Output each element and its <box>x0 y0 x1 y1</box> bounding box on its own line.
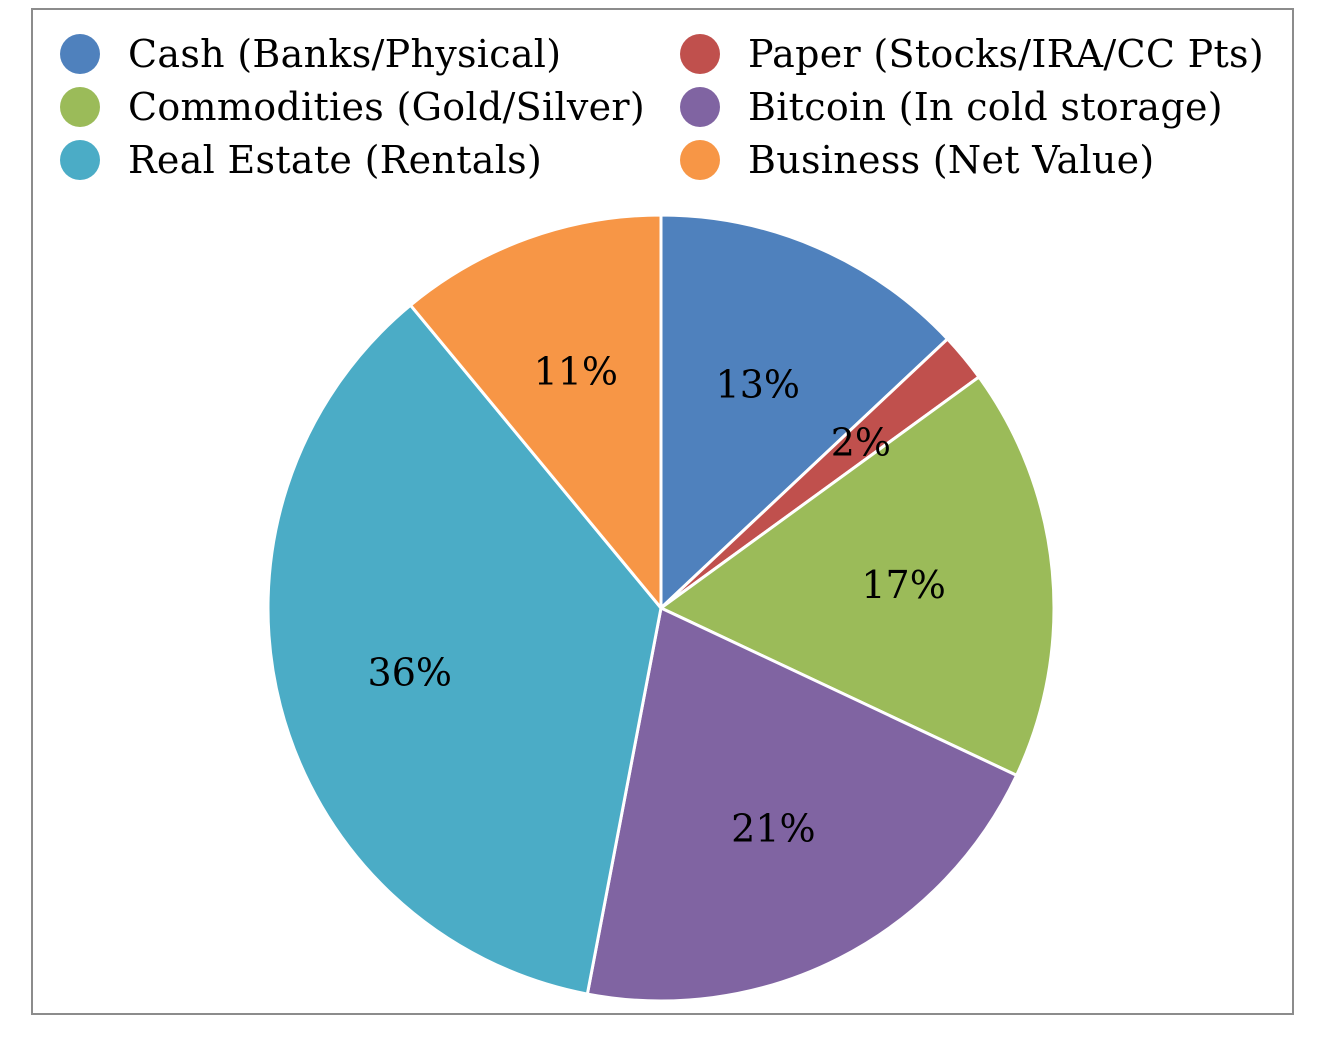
pie-label-bitcoin: 21% <box>731 807 815 851</box>
pie-label-real-estate: 36% <box>368 651 452 695</box>
legend-swatch-real-estate <box>60 140 100 180</box>
pie-label-paper: 2% <box>831 421 891 465</box>
legend-item-commodities: Commodities (Gold/Silver) <box>60 81 645 133</box>
legend-swatch-commodities <box>60 87 100 127</box>
legend-item-cash: Cash (Banks/Physical) <box>60 28 561 80</box>
pie-slices <box>266 213 1056 1003</box>
legend-label-paper: Paper (Stocks/IRA/CC Pts) <box>748 32 1264 76</box>
pie-label-business: 11% <box>534 349 618 393</box>
legend-label-real-estate: Real Estate (Rentals) <box>128 138 543 182</box>
pie-slice-cash <box>659 213 949 610</box>
pie-label-commodities: 17% <box>861 563 945 607</box>
legend-item-bitcoin: Bitcoin (In cold storage) <box>680 81 1223 133</box>
legend-swatch-cash <box>60 34 100 74</box>
legend-label-cash: Cash (Banks/Physical) <box>128 32 562 76</box>
pie-slice-commodities <box>659 375 1056 777</box>
legend-item-paper: Paper (Stocks/IRA/CC Pts) <box>680 28 1264 80</box>
legend-swatch-bitcoin <box>680 87 720 127</box>
pie-label-cash: 13% <box>716 362 800 406</box>
pie-slice-bitcoin <box>585 606 1019 1003</box>
legend-swatch-paper <box>680 34 720 74</box>
legend-item-real-estate: Real Estate (Rentals) <box>60 134 542 186</box>
legend-item-business: Business (Net Value) <box>680 134 1155 186</box>
legend-label-business: Business (Net Value) <box>748 138 1155 182</box>
pie-slice-business <box>408 213 663 610</box>
chart-frame <box>31 8 1294 1015</box>
legend-swatch-business <box>680 140 720 180</box>
pie-value-labels: 13% 2% 17% 21% 36% 11% <box>368 349 946 850</box>
legend-label-bitcoin: Bitcoin (In cold storage) <box>748 85 1223 129</box>
legend-label-commodities: Commodities (Gold/Silver) <box>128 85 645 129</box>
pie-slice-real-estate <box>266 303 663 996</box>
